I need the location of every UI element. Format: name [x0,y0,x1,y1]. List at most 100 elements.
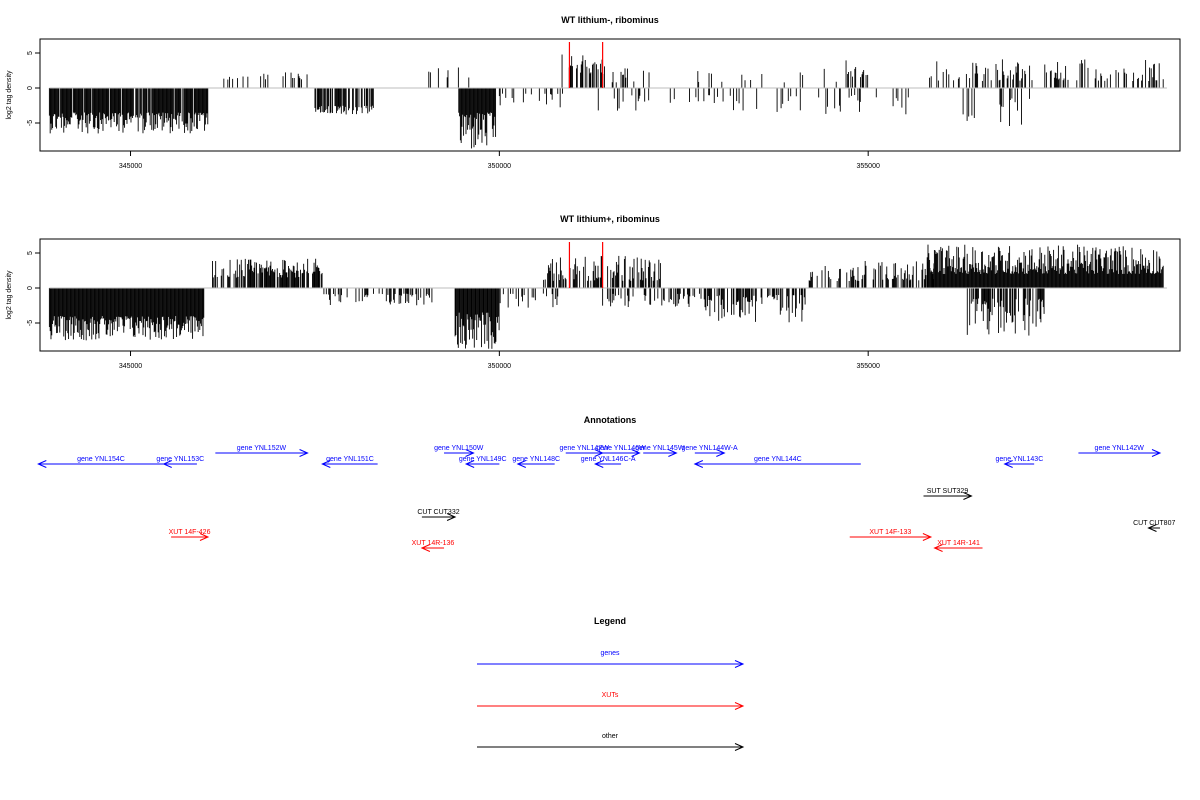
feature-label: XUT 14R-136 [412,540,455,547]
x-tick-label: 350000 [488,363,511,370]
feature-label: gene YNL144W-A [681,445,737,452]
annotations-panel: Annotations gene YNL154C gene YNL153Cgene… [37,415,1175,552]
y-tick-label: -5 [27,120,34,126]
feature-label: gene YNL153C [156,456,204,463]
y-tick-label: 0 [27,86,34,90]
feature-label: gene YNL142W [1095,445,1145,452]
feature-label: gene YNL149C [459,456,507,463]
feature-arrow [1003,460,1035,468]
feature-gene: gene YNL150W [434,445,484,457]
legend-items: genes XUTs other [477,650,745,751]
feature-label: XUT 14F-133 [869,529,911,536]
feature-label: gene YNL151C [326,456,374,463]
x-tick-label: 345000 [119,363,142,370]
axis-ticks [35,252,869,356]
feature-label: gene YNL147W [560,445,610,452]
feature-label: gene YNL148C [512,456,560,463]
feature-other: CUT CUT807 [1133,520,1175,532]
feature-gene: gene YNL144C [693,456,861,468]
feature-xut: XUT 14F-426 [169,529,211,541]
density-bars [48,244,1164,349]
feature-arrow [643,449,678,457]
feature-label: gene YNL146C-A [581,456,636,463]
feature-label: XUT 14F-426 [169,529,211,536]
feature-gene: gene YNL154C [37,456,164,468]
density-bars [48,54,1164,149]
feature-gene: gene YNL146C-A [581,456,636,468]
feature-arrow [37,460,164,468]
feature-arrow [933,544,983,552]
feature-arrow [421,513,457,521]
feature-arrow [516,460,555,468]
feature-label: gene YNL146W [596,445,646,452]
y-tick-labels: -5 0 5 [27,51,34,126]
annotation-features: gene YNL154C gene YNL153C gene YNL152W gene… [37,445,1175,552]
feature-arrow [162,460,197,468]
legend-item-gene: genes [477,650,745,668]
x-tick-label: 345000 [119,163,142,170]
feature-arrow [602,449,641,457]
y-tick-label: 5 [27,251,34,255]
feature-gene: gene YNL144W-A [681,445,738,457]
feature-gene: gene YNL143C [996,456,1044,468]
feature-label: gene YNL154C [77,456,125,463]
feature-arrow [215,449,309,457]
panel-title: WT lithium+, ribominus [560,214,660,224]
y-axis-label: log2 tag density [6,270,13,320]
legend-arrow [477,743,745,751]
marker-lines [568,42,604,88]
feature-xut: XUT 14R-141 [933,540,983,552]
legend-arrow [477,702,745,710]
feature-arrow [171,533,210,541]
feature-label: gene YNL150W [434,445,484,452]
legend-label: other [602,733,619,740]
annotations-title: Annotations [584,415,637,425]
y-tick-label: 0 [27,286,34,290]
x-tick-labels: 345000 350000 355000 [119,163,880,170]
feature-other: SUT SUT329 [923,488,973,500]
x-tick-labels: 345000 350000 355000 [119,363,880,370]
feature-label: CUT CUT332 [417,509,459,516]
feature-gene: gene YNL153C [156,456,204,468]
feature-gene: gene YNL142W [1078,445,1162,457]
panel-title: WT lithium-, ribominus [561,15,659,25]
feature-gene: gene YNL148C [512,456,560,468]
feature-gene: gene YNL151C [321,456,378,468]
feature-xut: XUT 14R-136 [412,540,455,552]
legend-label: XUTs [602,692,619,699]
legend-title: Legend [594,616,626,626]
feature-gene: gene YNL145W [635,445,685,457]
legend-item-other: other [477,733,745,751]
y-tick-label: 5 [27,51,34,55]
y-axis-label: log2 tag density [6,70,13,120]
feature-label: gene YNL145W [635,445,685,452]
feature-arrow [694,449,726,457]
marker-lines [568,242,604,288]
feature-label: gene YNL144C [754,456,802,463]
legend-label: genes [600,650,620,657]
feature-label: gene YNL143C [996,456,1044,463]
feature-arrow [923,492,973,500]
plot-frame [39,238,1181,352]
legend-item-xut: XUTs [477,692,745,710]
feature-arrow [464,460,500,468]
feature-arrow [444,449,475,457]
feature-arrow [1078,449,1162,457]
track-panel-lithium-plus: WT lithium+, ribominus log2 tag density … [6,214,1181,370]
x-tick-label: 355000 [857,363,880,370]
feature-arrow [849,533,933,541]
feature-other: CUT CUT332 [417,509,460,521]
track-panel-lithium-minus: WT lithium-, ribominus log2 tag density … [6,15,1181,170]
x-tick-label: 355000 [857,163,880,170]
feature-label: CUT CUT807 [1133,520,1175,527]
legend: Legend genes XUTs other [477,616,745,751]
feature-gene: gene YNL146W [596,445,646,457]
feature-gene: gene YNL149C [459,456,507,468]
feature-label: XUT 14R-141 [937,540,980,547]
legend-arrow [477,660,745,668]
feature-arrow [593,460,622,468]
feature-label: gene YNL152W [237,445,287,452]
feature-label: SUT SUT329 [927,488,969,495]
y-tick-labels: -5 0 5 [27,251,34,326]
